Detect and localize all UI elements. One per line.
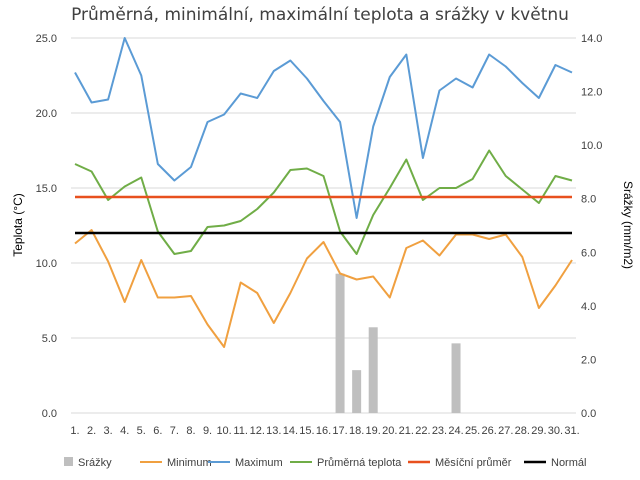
x-tick-label: 12. [250, 425, 265, 437]
x-tick-label: 2. [87, 425, 96, 437]
x-tick-label: 26. [482, 425, 497, 437]
x-tick-label: 28. [515, 425, 530, 437]
legend: Srážky Minimum Maximum Průměrná teplota Měsí… [64, 457, 586, 469]
legend-label: Minimum [167, 457, 212, 469]
x-tick-label: 29. [531, 425, 546, 437]
x-tick-label: 8. [186, 425, 195, 437]
x-tick-label: 25. [465, 425, 480, 437]
bar-srazky-17 [335, 273, 345, 413]
x-tick-label: 3. [104, 425, 113, 437]
x-tick-label: 10. [216, 425, 231, 437]
y2-tick-label: 4.0 [581, 301, 596, 313]
x-tick-label: 23. [432, 425, 447, 437]
x-axis-ticks: 1. 2. 3. 4. 5. 6. 7. 8. 9. 10. 11. 12. 13. 14. 15. 16. 1… [70, 425, 579, 437]
y2-tick-label: 8.0 [581, 194, 596, 206]
legend-label: Srážky [78, 457, 112, 469]
series-line-3 [74, 149, 573, 255]
x-tick-label: 18. [349, 425, 364, 437]
precipitation-bars [335, 273, 461, 413]
x-tick-label: 6. [153, 425, 162, 437]
y-axis-label: Teplota (°C) [11, 193, 25, 257]
gridlines [71, 37, 576, 414]
y-tick-label: 15.0 [36, 183, 57, 195]
x-tick-label: 17. [332, 425, 347, 437]
x-tick-label: 5. [137, 425, 146, 437]
y2-tick-label: 12.0 [581, 87, 602, 99]
x-tick-label: 19. [366, 425, 381, 437]
x-tick-label: 24. [448, 425, 463, 437]
y-tick-label: 20.0 [36, 108, 57, 120]
x-tick-label: 27. [498, 425, 513, 437]
left-axis-ticks: 0.0 5.0 10.0 15.0 20.0 25.0 [36, 33, 57, 420]
x-tick-label: 21. [399, 425, 414, 437]
y2-tick-label: 14.0 [581, 33, 602, 45]
legend-label: Průměrná teplota [317, 457, 402, 469]
chart-title: Průměrná, minimální, maximální teplota a… [71, 5, 569, 25]
x-tick-label: 11. [233, 425, 247, 437]
x-tick-label: 14. [283, 425, 298, 437]
y-tick-label: 0.0 [42, 408, 57, 420]
x-tick-label: 7. [170, 425, 179, 437]
x-tick-label: 22. [415, 425, 430, 437]
y2-tick-label: 2.0 [581, 354, 596, 366]
right-axis-ticks: 0.0 2.0 4.0 6.0 8.0 10.0 12.0 14.0 [581, 33, 602, 420]
x-tick-label: 13. [266, 425, 281, 437]
legend-swatch-srazky [64, 457, 73, 466]
series-lines [74, 37, 573, 348]
y2-axis-label: Srážky (mm/m2) [621, 181, 635, 269]
series-line-1 [74, 229, 573, 348]
bar-srazky-24 [451, 343, 461, 413]
y2-tick-label: 10.0 [581, 140, 602, 152]
x-tick-label: 20. [382, 425, 397, 437]
y2-tick-label: 0.0 [581, 408, 596, 420]
series-line-2 [74, 37, 573, 219]
x-tick-label: 15. [299, 425, 314, 437]
legend-label: Maximum [235, 457, 283, 469]
x-tick-label: 4. [120, 425, 129, 437]
x-tick-label: 9. [203, 425, 212, 437]
x-tick-label: 16. [316, 425, 331, 437]
x-tick-label: 1. [70, 425, 79, 437]
bar-srazky-18 [352, 370, 362, 413]
x-tick-label: 31. [564, 425, 579, 437]
bar-srazky-19 [368, 327, 378, 413]
x-tick-label: 30. [548, 425, 563, 437]
y-tick-label: 5.0 [42, 333, 57, 345]
legend-label: Normál [551, 457, 586, 469]
legend-label: Měsíční průměr [435, 457, 512, 469]
y-tick-label: 10.0 [36, 258, 57, 270]
y2-tick-label: 6.0 [581, 247, 596, 259]
y-tick-label: 25.0 [36, 33, 57, 45]
